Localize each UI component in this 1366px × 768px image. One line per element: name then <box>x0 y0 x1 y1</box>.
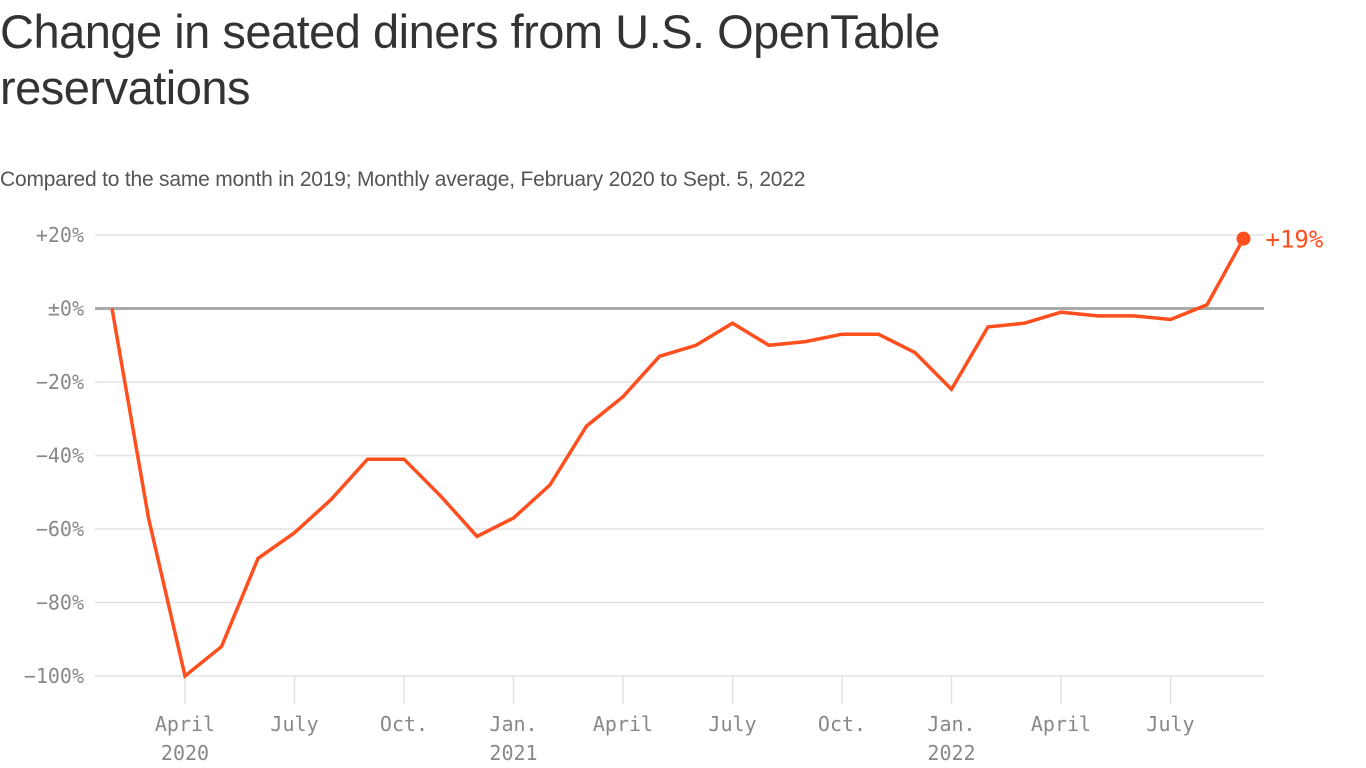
x-tick-label: April <box>593 712 653 736</box>
x-axis: April 2020 July Oct. Jan. 2021 April July Oct. Ja… <box>155 676 1195 765</box>
x-tick-label: Jan. <box>489 712 537 736</box>
x-tick-label: July <box>1146 712 1194 736</box>
y-tick-label: ±0% <box>48 297 84 321</box>
x-tick-label: April <box>1031 712 1091 736</box>
y-tick-label: −80% <box>36 591 84 615</box>
x-tick-label: Oct. <box>818 712 866 736</box>
x-tick-label: July <box>270 712 318 736</box>
series-line <box>110 237 1246 680</box>
y-tick-label: +20% <box>36 223 84 247</box>
x-tick-year-label: 2022 <box>927 741 975 765</box>
y-tick-label: −20% <box>36 370 84 394</box>
series-layer <box>110 237 1246 680</box>
x-tick-label: Oct. <box>380 712 428 736</box>
grid-layer <box>95 234 1264 677</box>
chart-title: Change in seated diners from U.S. OpenTa… <box>0 5 940 114</box>
x-tick-label: April <box>155 712 215 736</box>
chart-subtitle: Compared to the same month in 2019; Mont… <box>0 168 806 191</box>
y-tick-label: −100% <box>24 664 84 688</box>
y-axis: +20% ±0% −20% −40% −60% −80% −100% <box>24 223 84 688</box>
x-tick-label: July <box>708 712 756 736</box>
endpoint-marker <box>1236 231 1251 246</box>
annotation-layer: +19% <box>1236 226 1324 254</box>
x-tick-year-label: 2020 <box>161 741 209 765</box>
x-tick-year-label: 2021 <box>489 741 537 765</box>
endpoint-label: +19% <box>1266 226 1324 254</box>
y-tick-label: −40% <box>36 444 84 468</box>
y-tick-label: −60% <box>36 517 84 541</box>
x-tick-label: Jan. <box>927 712 975 736</box>
